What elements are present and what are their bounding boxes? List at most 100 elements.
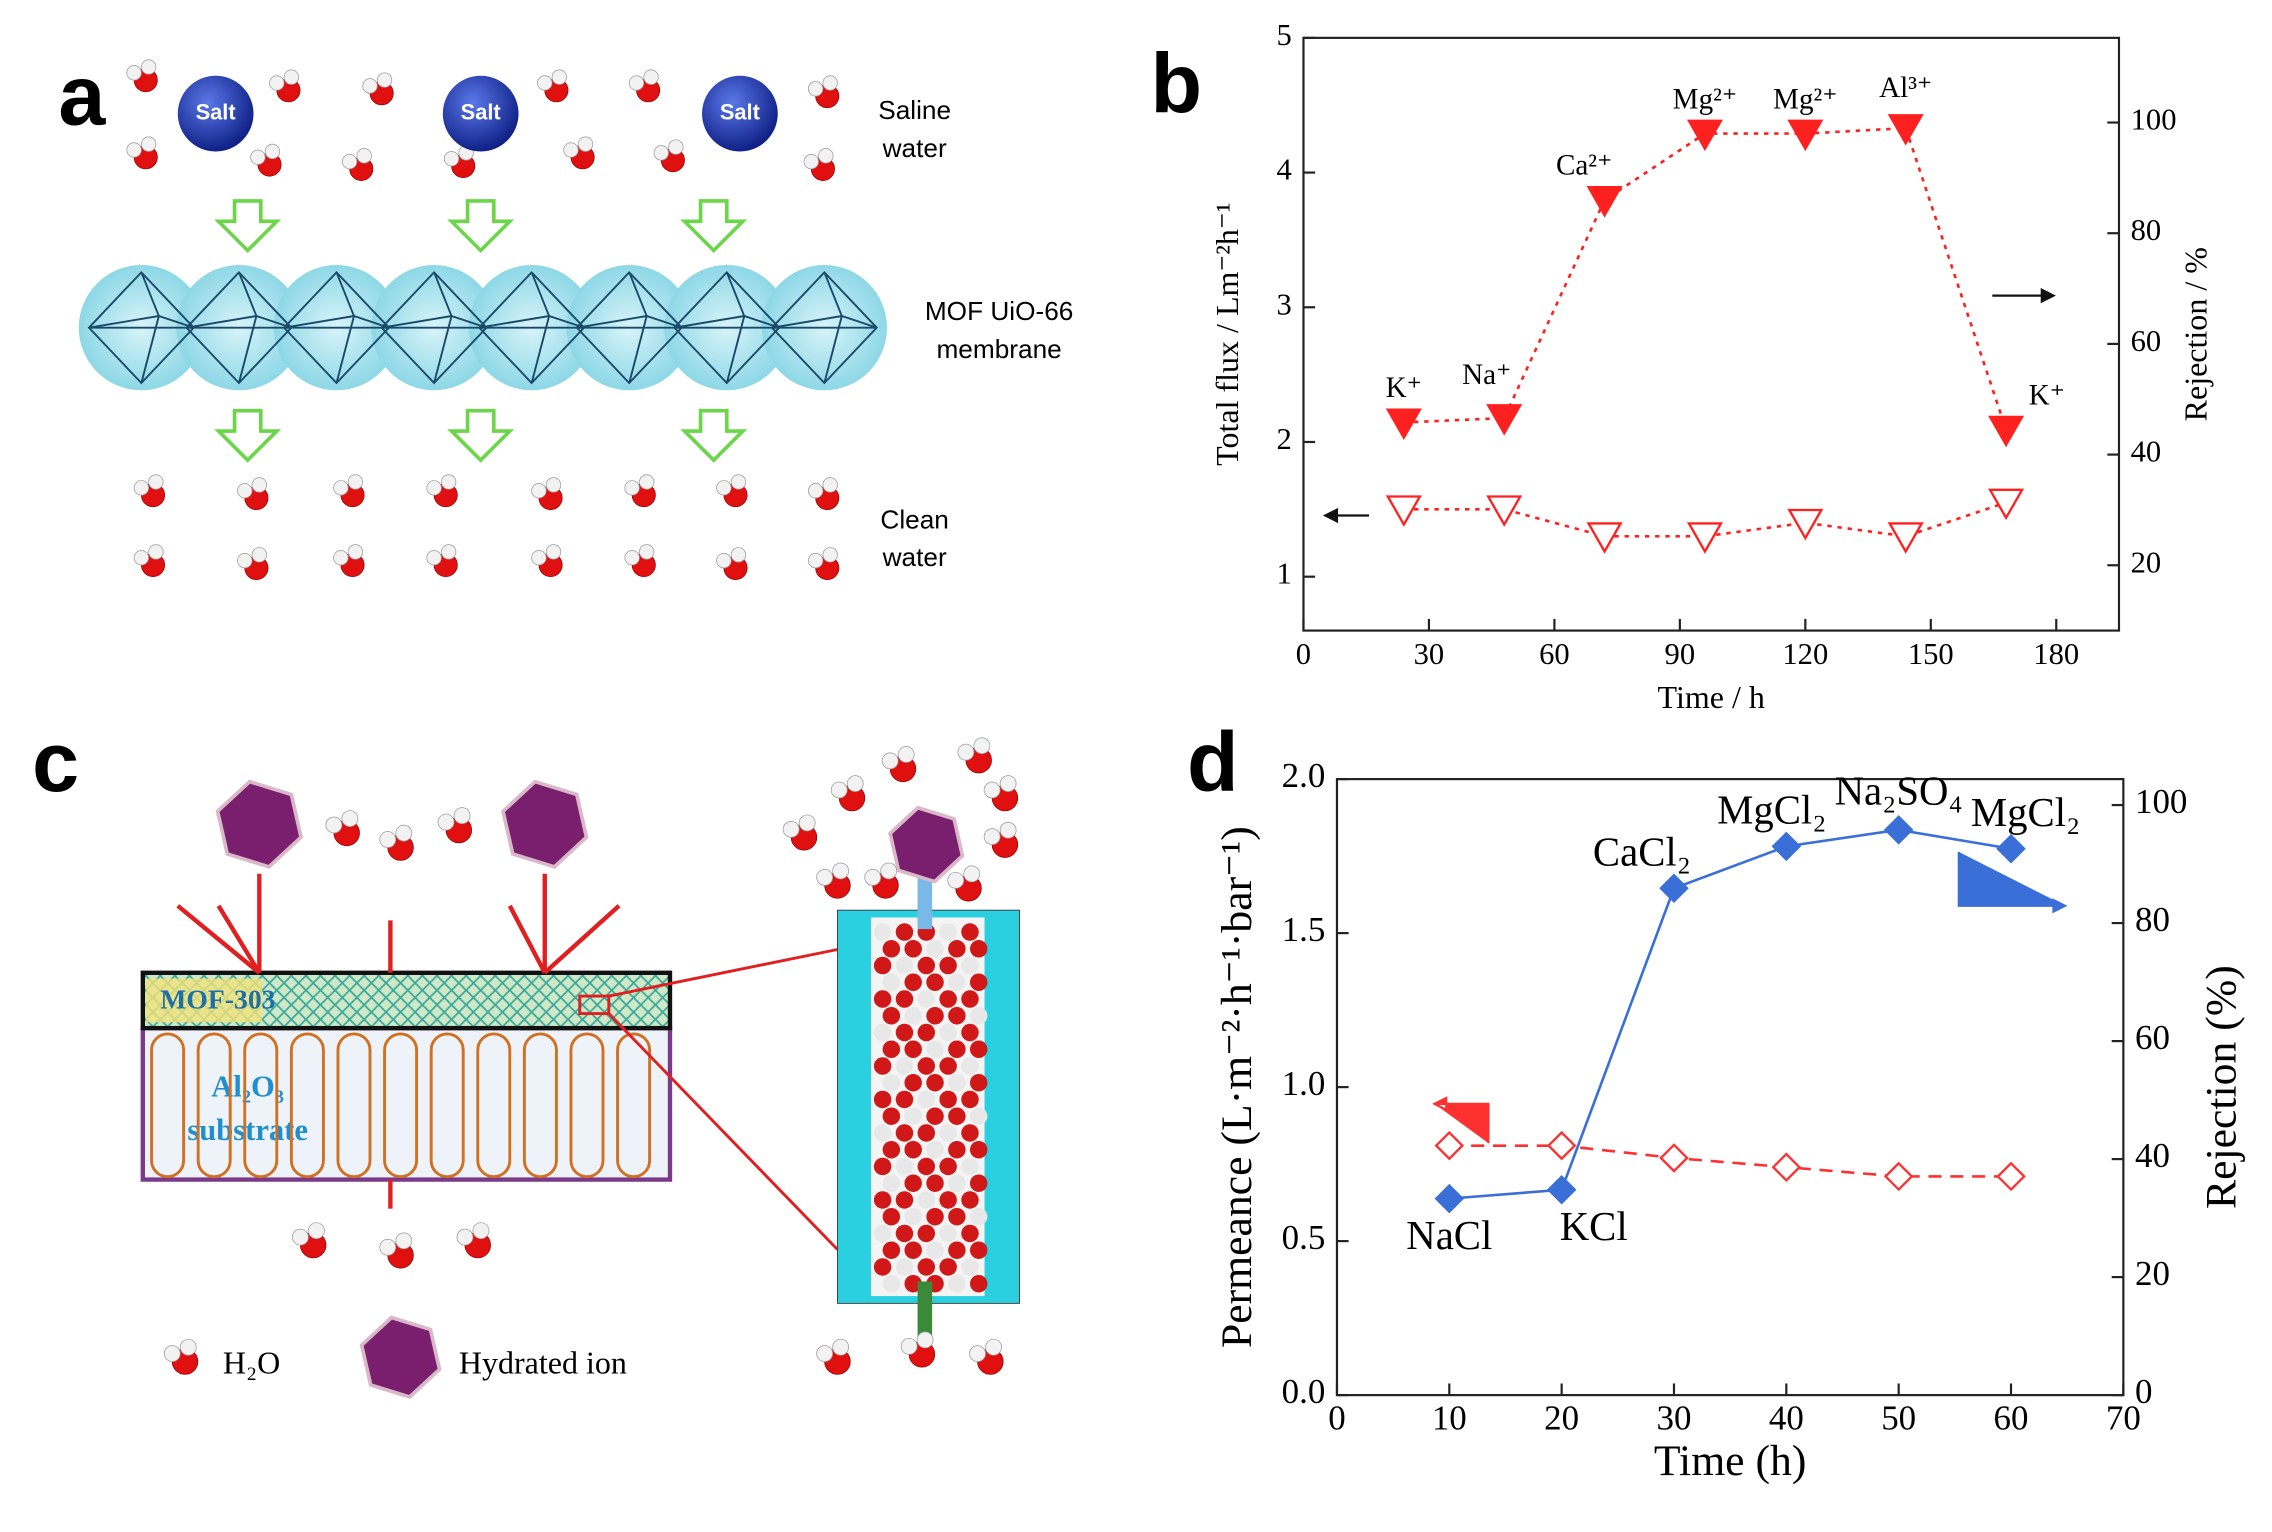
hydrogen — [379, 1238, 397, 1256]
hydrogen — [333, 550, 349, 566]
flow-arrow — [214, 408, 282, 463]
hydrogen — [269, 75, 285, 91]
y-axis-title: Total flux / Lm⁻²h⁻¹ — [1209, 203, 1245, 466]
channel-atom — [961, 1090, 979, 1109]
hydrogen — [830, 781, 848, 799]
marker — [1586, 522, 1623, 554]
data-label: MgCl₂ — [1971, 790, 2080, 835]
channel-atom — [948, 973, 966, 991]
channel-atom — [904, 1107, 922, 1125]
hydrogen — [881, 752, 899, 770]
channel-atom — [969, 1241, 988, 1259]
hydrogen — [822, 75, 838, 91]
channel-atom — [873, 1224, 892, 1243]
hydrogen — [963, 865, 981, 883]
channel-atom — [948, 1107, 966, 1125]
y2-tick-label: 60 — [2135, 1018, 2170, 1057]
y-tick-label: 1.0 — [1282, 1064, 1326, 1103]
channel-atom — [882, 1074, 901, 1092]
octahedron — [770, 270, 879, 385]
layer-label: MOF-303 — [160, 983, 275, 1014]
channel-atom — [926, 1174, 944, 1192]
y2-tick-label: 100 — [2135, 782, 2187, 821]
hydrogen — [803, 154, 819, 170]
channel-atom — [895, 1191, 914, 1209]
flow-arrow — [680, 408, 748, 463]
x-tick-label: 20 — [1544, 1398, 1579, 1437]
channel-atom — [904, 940, 922, 958]
y2-tick-label: 0 — [2135, 1372, 2152, 1411]
zoom-box — [578, 994, 611, 1016]
x-axis-title: Time / h — [1658, 679, 1765, 715]
channel-atom — [926, 940, 944, 958]
marker — [1771, 1152, 1802, 1182]
marker — [1771, 831, 1802, 862]
channel-atom — [904, 1140, 922, 1159]
channel-atom — [969, 1107, 988, 1125]
y-tick-label: 2 — [1277, 422, 1292, 456]
hydrogen — [292, 1228, 309, 1246]
marker — [1385, 495, 1422, 527]
chart: 0 10 20 30 40 50 60 70 0.0 0.5 1.0 1.5 2.0 0 20 40 60 80 1… — [1213, 756, 2245, 1485]
channel-atom — [948, 1040, 966, 1058]
y-tick-label: 3 — [1277, 287, 1292, 321]
hydrogen — [639, 544, 655, 560]
chart: 0 30 60 90 120 150 180 1 2 3 4 5 20 40 60 80 100 Time / h… — [1209, 18, 2213, 715]
diagram-c: MOF-303 Al₂O₃ substrate H₂O Hydrated ion — [140, 737, 1020, 1400]
channel-atom — [895, 956, 914, 975]
hydrogen — [973, 737, 991, 755]
hydrogen — [983, 781, 1001, 799]
data-label: K⁺ — [2029, 379, 2065, 411]
channel-atom — [917, 1023, 936, 1042]
hydrogen — [437, 813, 455, 831]
hydrogen — [782, 820, 800, 838]
channel-atom — [917, 1191, 936, 1209]
hydrated-ion — [215, 779, 304, 869]
channel-atom — [873, 990, 892, 1008]
channel-atom — [917, 1157, 936, 1176]
pore — [196, 1032, 232, 1179]
hydrogen — [916, 1331, 934, 1349]
pore — [150, 1032, 186, 1179]
label: water — [882, 133, 947, 163]
channel-atom — [961, 923, 979, 941]
channel-atom — [882, 973, 901, 991]
channel-atom — [895, 1258, 914, 1276]
channel-atom — [926, 1140, 944, 1159]
pore — [336, 1032, 372, 1179]
x-tick-label: 40 — [1769, 1398, 1804, 1437]
marker — [1385, 408, 1422, 441]
channel-atom — [882, 1107, 901, 1125]
hydrogen — [426, 550, 442, 566]
channel-atom — [961, 1191, 979, 1209]
hydrogen — [822, 547, 838, 563]
y-tick-label: 5 — [1277, 18, 1292, 52]
label: Saline — [878, 95, 951, 125]
channel-atom — [969, 1274, 988, 1293]
hydrogen — [832, 1338, 850, 1356]
channel-atom — [917, 956, 936, 975]
panel-label: b — [1151, 37, 1203, 131]
hydrated-ion — [359, 1315, 442, 1400]
hydrogen — [816, 869, 834, 886]
channel-atom — [948, 940, 966, 958]
hydrogen — [237, 483, 253, 499]
pore — [616, 1032, 652, 1179]
hydrogen — [395, 1232, 413, 1250]
channel-atom — [926, 1040, 944, 1058]
hydrogen — [148, 544, 164, 560]
marker — [1787, 508, 1824, 541]
flow-out — [917, 1281, 933, 1340]
zoom-line — [607, 1012, 839, 1251]
panel-label: d — [1187, 715, 1239, 809]
hydrogen — [545, 477, 562, 493]
hydrogen — [126, 65, 142, 81]
hydrogen — [643, 69, 659, 85]
marker — [1434, 1183, 1465, 1214]
channel-atom — [939, 1124, 957, 1142]
data-label: Na⁺ — [1462, 359, 1511, 391]
x-tick-label: 90 — [1665, 637, 1696, 671]
channel-atom — [873, 1124, 892, 1142]
legend-label: Hydrated ion — [459, 1344, 627, 1380]
hydrogen — [897, 746, 915, 763]
